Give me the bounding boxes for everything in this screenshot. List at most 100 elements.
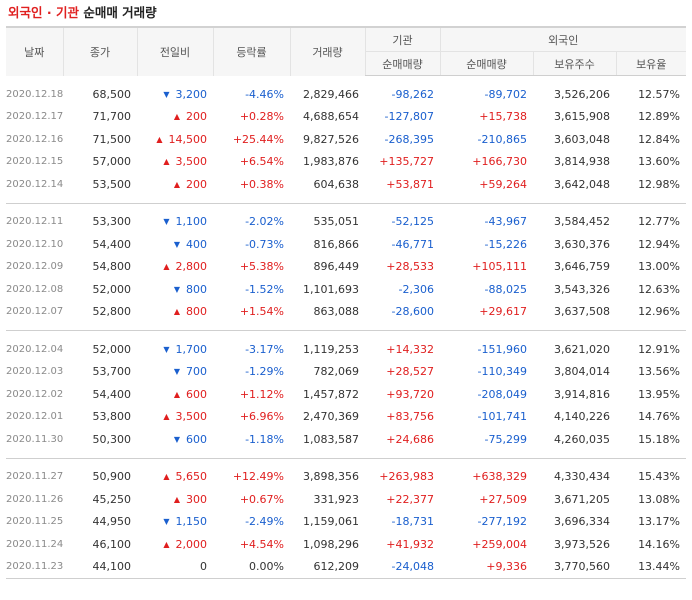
close-price-cell: 50,300 — [92, 432, 132, 446]
volume-cell: 863,088 — [313, 305, 360, 319]
foreign-net-cell: -89,702 — [484, 87, 527, 101]
rate-cell: +6.54% — [239, 155, 284, 169]
holding-ratio-cell: 12.63% — [638, 282, 681, 296]
change-value: 2,800 — [175, 260, 208, 274]
institution-net-cell: +41,932 — [386, 537, 434, 551]
holdings-cell: 3,584,452 — [554, 215, 610, 229]
volume-cell: 1,083,587 — [303, 432, 359, 446]
institution-net-cell: -98,262 — [391, 87, 434, 101]
institution-net-cell: +135,727 — [379, 155, 434, 169]
date-cell: 2020.12.07 — [6, 306, 64, 318]
table-body: 2020.12.18 68,500 ▼ 3,200 -4.46% 2,829,466 -98… — [6, 76, 687, 579]
holding-ratio-cell: 14.16% — [638, 537, 681, 551]
triangle-up-icon: ▲ — [163, 472, 170, 482]
table-row: 2020.11.30 50,300 ▼ 600 -1.18% 1,083,587 +24,6… — [6, 428, 686, 451]
close-price-cell: 53,300 — [92, 215, 132, 229]
change-cell: ▼ 1,150 — [137, 511, 213, 534]
holding-ratio-cell: 13.95% — [638, 387, 681, 401]
rate-cell: +1.12% — [239, 387, 284, 401]
institution-net-cell: -46,771 — [391, 237, 434, 251]
volume-cell: 1,119,253 — [303, 342, 359, 356]
holding-ratio-cell: 12.96% — [638, 305, 681, 319]
holdings-cell: 3,630,376 — [554, 237, 610, 251]
close-price-cell: 46,100 — [92, 537, 132, 551]
close-price-cell: 52,000 — [92, 282, 132, 296]
holding-ratio-cell: 15.43% — [638, 470, 681, 484]
triangle-up-icon: ▲ — [163, 412, 170, 422]
date-cell: 2020.11.27 — [6, 471, 64, 483]
foreign-net-cell: -151,960 — [477, 342, 527, 356]
foreign-net-cell: +15,738 — [479, 110, 527, 124]
change-value: 1,150 — [175, 515, 208, 529]
holding-ratio-cell: 13.60% — [638, 155, 681, 169]
institution-net-cell: +263,983 — [379, 470, 434, 484]
institution-net-cell: +22,377 — [386, 492, 434, 506]
change-value: 3,500 — [175, 410, 208, 424]
close-price-cell: 44,100 — [63, 555, 137, 579]
change-cell: ▼ 600 — [137, 428, 213, 451]
change-cell: ▲ 600 — [137, 383, 213, 406]
holdings-cell: 3,646,759 — [554, 260, 610, 274]
rate-cell: +0.67% — [239, 492, 284, 506]
change-value: 200 — [186, 110, 207, 124]
change-value: 600 — [186, 432, 207, 446]
change-cell: ▼ 700 — [137, 361, 213, 384]
header-date: 날짜 — [6, 26, 63, 76]
close-price-cell: 54,800 — [92, 260, 132, 274]
volume-cell: 2,829,466 — [303, 87, 359, 101]
triangle-down-icon: ▼ — [173, 239, 180, 249]
institution-net-cell: -268,395 — [384, 132, 434, 146]
holding-ratio-cell: 12.57% — [638, 87, 681, 101]
holdings-cell: 3,621,020 — [554, 342, 610, 356]
table-row: 2020.12.11 53,300 ▼ 1,100 -2.02% 535,051 -52,1… — [6, 211, 686, 234]
change-cell: ▼ 400 — [137, 233, 213, 256]
close-price-cell: 54,400 — [92, 387, 132, 401]
volume-cell: 4,688,654 — [303, 110, 359, 124]
change-value: 800 — [186, 282, 207, 296]
institution-net-cell: +83,756 — [386, 410, 434, 424]
close-price-cell: 44,950 — [92, 515, 132, 529]
rate-cell: +0.38% — [239, 177, 284, 191]
table-row: 2020.12.15 57,000 ▲ 3,500 +6.54% 1,983,876 +13… — [6, 151, 686, 174]
volume-cell: 1,098,296 — [303, 537, 359, 551]
change-value: 2,000 — [175, 537, 208, 551]
holdings-cell: 4,330,434 — [554, 470, 610, 484]
foreign-net-cell: +638,329 — [472, 470, 527, 484]
change-cell: ▲ 200 — [137, 173, 213, 196]
close-price-cell: 53,800 — [92, 410, 132, 424]
change-cell: 0 — [137, 555, 213, 579]
holding-ratio-cell: 13.17% — [638, 515, 681, 529]
holdings-cell: 3,603,048 — [554, 132, 610, 146]
institution-net-cell: +24,686 — [386, 432, 434, 446]
title-net-volume: 순매매 거래량 — [83, 5, 157, 20]
rate-cell: +6.96% — [239, 410, 284, 424]
volume-cell: 535,051 — [313, 215, 360, 229]
trading-table: 날짜 종가 전일비 등락률 거래량 기관 외국인 순매매량 순매매량 보유주수 … — [6, 26, 687, 579]
rate-cell: 0.00% — [213, 555, 290, 579]
triangle-down-icon: ▼ — [163, 344, 170, 354]
change-value: 800 — [186, 305, 207, 319]
close-price-cell: 68,500 — [92, 87, 132, 101]
header-holding-ratio: 보유율 — [615, 51, 687, 76]
triangle-down-icon: ▼ — [163, 89, 170, 99]
holding-ratio-cell: 13.56% — [638, 365, 681, 379]
volume-cell: 612,209 — [290, 555, 365, 579]
date-cell: 2020.12.17 — [6, 111, 64, 123]
holdings-cell: 3,642,048 — [554, 177, 610, 191]
institution-net-cell: -52,125 — [391, 215, 434, 229]
holdings-cell: 3,637,508 — [554, 305, 610, 319]
foreign-net-cell: +259,004 — [472, 537, 527, 551]
foreign-net-cell: +29,617 — [479, 305, 527, 319]
rate-cell: +0.28% — [239, 110, 284, 124]
header-rate: 등락률 — [212, 26, 290, 76]
foreign-net-cell: -210,865 — [477, 132, 527, 146]
rate-cell: -1.52% — [245, 282, 284, 296]
triangle-down-icon: ▼ — [173, 434, 180, 444]
change-value: 200 — [186, 177, 207, 191]
change-cell: ▲ 5,650 — [137, 466, 213, 489]
rate-cell: +1.54% — [239, 305, 284, 319]
close-price-cell: 71,700 — [92, 110, 132, 124]
foreign-net-cell: +59,264 — [479, 177, 527, 191]
change-cell: ▲ 200 — [137, 106, 213, 129]
institution-net-cell: +28,533 — [386, 260, 434, 274]
